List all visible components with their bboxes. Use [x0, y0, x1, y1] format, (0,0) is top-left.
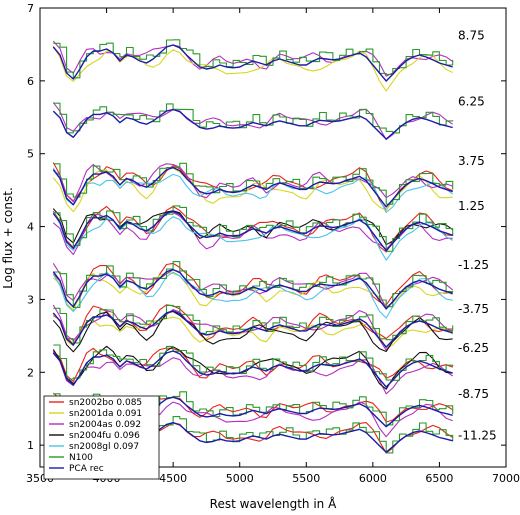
series-line-pca-rec-phase-3-75 — [52, 166, 453, 208]
series-line-pca-rec-phase-1-25 — [52, 210, 453, 252]
y-tick-label: 1 — [27, 439, 34, 452]
series-line-pca-rec-phase-6-25 — [52, 108, 453, 140]
y-axis-label: Log flux + const. — [1, 187, 15, 289]
series-line-sn2008gl-0-097-phase-1-25 — [52, 211, 453, 261]
series-line-n100-phase-6-25 — [53, 102, 454, 134]
series-line-sn2008gl-0-097-phase-3-75 — [52, 167, 454, 214]
series-layer — [52, 39, 454, 454]
phase-label: -1.25 — [458, 258, 489, 272]
legend-label: sn2002bo 0.085 — [69, 398, 142, 408]
phase-group-3-75 — [52, 162, 454, 214]
phase-group-6-25 — [52, 102, 454, 141]
x-tick-label: 4500 — [159, 472, 187, 485]
phase-label: -6.25 — [458, 341, 489, 355]
y-tick-label: 4 — [27, 221, 34, 234]
y-tick-label: 2 — [27, 366, 34, 379]
legend-item-pca-rec: PCA rec — [49, 464, 104, 474]
x-tick-label: 6500 — [425, 472, 453, 485]
series-line-sn2004as-0-092-phase-6-25 — [52, 350, 454, 395]
y-tick-label: 3 — [27, 293, 34, 306]
x-tick-label: 5500 — [292, 472, 320, 485]
series-line-pca-rec-phase-8-75 — [52, 44, 453, 82]
legend-item-sn2001da-0-091: sn2001da 0.091 — [49, 409, 142, 419]
series-line-n100-phase-8-75 — [53, 39, 454, 79]
plot-frame — [39, 7, 507, 468]
series-line-pca-rec-phase-1-25 — [52, 268, 453, 310]
phase-group-6-25 — [52, 344, 454, 395]
series-line-sn2001da-0-091-phase-3-75 — [52, 167, 453, 213]
phase-label: -8.75 — [458, 387, 489, 401]
legend-label: PCA rec — [69, 464, 104, 474]
legend-item-sn2002bo-0-085: sn2002bo 0.085 — [49, 398, 142, 408]
x-tick-label: 6000 — [359, 472, 387, 485]
legend-label: N100 — [69, 453, 93, 463]
phase-label: 1.25 — [458, 199, 485, 213]
y-tick-label: 7 — [27, 2, 34, 15]
series-line-sn2001da-0-091-phase-8-75 — [52, 45, 453, 92]
legend-label: sn2001da 0.091 — [69, 409, 142, 419]
phase-label: 6.25 — [458, 94, 485, 108]
x-tick-label: 5000 — [226, 472, 254, 485]
legend-label: sn2008gl 0.097 — [69, 442, 139, 452]
x-tick-label: 7000 — [492, 472, 520, 485]
series-line-pca-rec-phase-6-25 — [52, 350, 453, 388]
series-line-pca-rec-phase-3-75 — [52, 310, 453, 348]
series-line-sn2008gl-0-097-phase-1-25 — [52, 271, 453, 319]
x-axis-label: Rest wavelength in Å — [210, 496, 337, 511]
phase-label: -11.25 — [458, 429, 497, 443]
phase-label: 3.75 — [458, 154, 485, 168]
legend-label: sn2004as 0.092 — [69, 420, 141, 430]
legend-box — [43, 395, 160, 480]
legend-item-sn2004fu-0-096: sn2004fu 0.096 — [49, 431, 140, 441]
legend-item-sn2008gl-0-097: sn2008gl 0.097 — [49, 442, 139, 452]
legend-label: sn2004fu 0.096 — [69, 431, 140, 441]
phase-group-8-75 — [52, 39, 454, 92]
phase-group-1-25 — [52, 261, 454, 319]
series-line-n100-phase-6-25 — [53, 344, 454, 381]
y-tick-label: 6 — [27, 75, 34, 88]
phase-label: -3.75 — [458, 302, 489, 316]
legend-item-sn2004as-0-092: sn2004as 0.092 — [49, 420, 141, 430]
phase-group-1-25 — [52, 205, 454, 261]
tick-layer: 350040004500500055006000650070001234567 — [26, 2, 520, 485]
series-line-n100-phase-3-75 — [53, 304, 454, 344]
phase-label-layer: 8.75 6.25 3.75 1.25 -1.25 -3.75 -6.25 -8.75 -11.… — [458, 29, 497, 443]
series-line-sn2001da-0-091-phase-3-75 — [52, 313, 454, 349]
legend-item-n100: N100 — [49, 453, 93, 463]
phase-label: 8.75 — [458, 29, 485, 43]
phase-group-3-75 — [52, 304, 454, 353]
series-line-n100-phase-3-75 — [53, 162, 454, 205]
y-tick-label: 5 — [27, 148, 34, 161]
